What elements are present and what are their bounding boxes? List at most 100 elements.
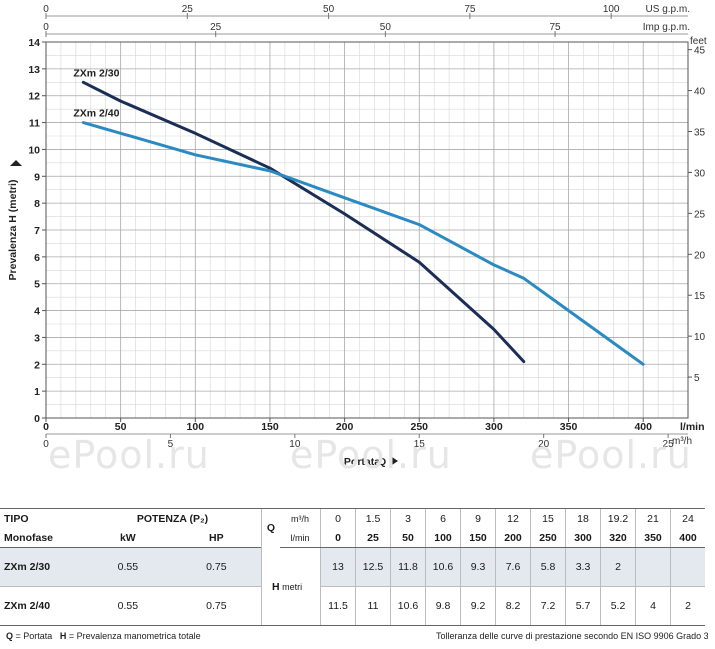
m3h-tick-label: 0 <box>43 439 49 450</box>
q-m3h-value: 19.2 <box>600 508 636 528</box>
legend-h-text: = Prevalenza manometrica totale <box>66 631 201 641</box>
feet-tick-label: 15 <box>694 291 706 302</box>
head-value: 5.7 <box>565 586 601 626</box>
table-row: ZXm 2/40 0.55 0.75 11.5 11 10.6 9.8 9.2 8.2 7.2 5.… <box>0 586 705 626</box>
x-unit-label: l/min <box>680 421 705 433</box>
imp-gpm-tick-label: 0 <box>43 22 49 33</box>
head-value: 7.2 <box>530 586 566 626</box>
y-axis-arrow <box>10 160 22 166</box>
power-kw: 0.55 <box>84 586 172 626</box>
table-header-row-1: TIPO POTENZA (P₂) Q m³/h 0 1.5 3 6 9 12 15 18 19… <box>0 508 705 548</box>
q-m3h-value: 3 <box>390 508 426 528</box>
q-label: Q <box>261 508 280 548</box>
x-tick-label: 250 <box>410 421 428 433</box>
legend-q: Q <box>6 631 14 641</box>
feet-tick-label: 45 <box>694 46 706 57</box>
head-value: 13 <box>320 547 356 587</box>
series-label-1: ZXm 2/30 <box>73 67 119 79</box>
potenza-label: POTENZA (P₂) <box>84 508 262 528</box>
hp-label: HP <box>171 528 262 548</box>
head-value: 7.6 <box>495 547 531 587</box>
q-m3h-value: 21 <box>635 508 671 528</box>
q-m3h-value: 24 <box>670 508 705 528</box>
y-tick-label: 6 <box>34 252 40 264</box>
q-lmin-value: 250 <box>530 528 566 548</box>
q-lmin-value: 25 <box>355 528 391 548</box>
head-value: 12.5 <box>355 547 391 587</box>
imp-gpm-tick-label: 25 <box>210 22 222 33</box>
head-value <box>635 547 671 587</box>
feet-tick-label: 40 <box>694 87 706 98</box>
m3h-tick-label: 25 <box>663 439 675 450</box>
footer-tolerance: Tolleranza delle curve di prestazione se… <box>436 631 708 641</box>
q-m3h-value: 6 <box>425 508 461 528</box>
series-line-1 <box>81 80 526 364</box>
feet-tick-label: 35 <box>694 127 706 138</box>
head-value: 5.8 <box>530 547 566 587</box>
us-gpm-tick-label: 75 <box>464 4 476 15</box>
x-tick-label: 0 <box>43 421 49 433</box>
head-value: 9.3 <box>460 547 496 587</box>
h-unit: metri <box>279 581 303 592</box>
power-hp: 0.75 <box>171 547 262 587</box>
y-tick-label: 7 <box>34 225 40 237</box>
x-tick-label: 150 <box>261 421 279 433</box>
head-value: 2 <box>670 586 705 626</box>
series-label-2: ZXm 2/40 <box>73 108 119 120</box>
head-value: 4 <box>635 586 671 626</box>
x-axis-symbol: Q <box>378 456 386 468</box>
q-m3h-value: 0 <box>320 508 356 528</box>
q-lmin-value: 0 <box>320 528 356 548</box>
us-gpm-tick-label: 0 <box>43 4 49 15</box>
feet-unit-label: feet <box>690 36 707 47</box>
us-gpm-tick-label: 50 <box>323 4 335 15</box>
x-tick-label: 200 <box>336 421 354 433</box>
y-tick-label: 12 <box>28 91 40 103</box>
x-tick-label: 300 <box>485 421 503 433</box>
q-m3h-value: 15 <box>530 508 566 528</box>
watermark-3: ePool.ru <box>530 433 692 477</box>
y-axis-title: Prevalenza H (metri) <box>7 180 19 281</box>
feet-tick-label: 5 <box>694 373 700 384</box>
head-value: 11 <box>355 586 391 626</box>
head-value: 10.6 <box>390 586 426 626</box>
q-lmin-value: 400 <box>670 528 705 548</box>
power-hp: 0.75 <box>171 586 262 626</box>
feet-tick-label: 20 <box>694 250 706 261</box>
q-lmin-value: 100 <box>425 528 461 548</box>
y-tick-label: 1 <box>34 386 40 398</box>
q-m3h-value: 12 <box>495 508 531 528</box>
x-axis-arrow <box>392 457 398 465</box>
imp-gpm-tick-label: 75 <box>549 22 561 33</box>
kw-label: kW <box>84 528 172 548</box>
y-tick-label: 0 <box>34 413 40 425</box>
y-tick-label: 5 <box>34 279 40 291</box>
x-tick-label: 350 <box>560 421 578 433</box>
footer-legend: Q = Portata H = Prevalenza manometrica t… <box>6 631 201 641</box>
h-label-cell: H metri <box>261 547 321 626</box>
y-tick-label: 10 <box>28 144 40 156</box>
head-value: 2 <box>600 547 636 587</box>
feet-tick-label: 10 <box>694 332 706 343</box>
imp-gpm-unit-label: Imp g.p.m. <box>643 22 690 33</box>
performance-chart: 0 1 2 3 4 5 6 7 8 9 10 11 12 13 14 0 50 100 150 200 250 300 35… <box>7 4 707 477</box>
y-tick-label: 9 <box>34 171 40 183</box>
head-value: 11.8 <box>390 547 426 587</box>
watermark-2: ePool.ru <box>290 433 452 477</box>
q-m3h-value: 1.5 <box>355 508 391 528</box>
y-tick-label: 2 <box>34 359 40 371</box>
q-lmin-value: 350 <box>635 528 671 548</box>
monofase-label: Monofase <box>0 528 84 548</box>
x-tick-label: 400 <box>634 421 652 433</box>
head-value: 11.5 <box>320 586 356 626</box>
series-line-2 <box>81 121 645 366</box>
watermark-1: ePool.ru <box>48 433 210 477</box>
m3h-unit: m³/h <box>280 508 321 528</box>
model-name: ZXm 2/30 <box>0 547 84 587</box>
feet-tick-label: 30 <box>694 168 706 179</box>
x-tick-label: 50 <box>115 421 127 433</box>
legend-q-text: = Portata <box>13 631 53 641</box>
q-lmin-value: 300 <box>565 528 601 548</box>
y-tick-label: 4 <box>34 306 40 318</box>
